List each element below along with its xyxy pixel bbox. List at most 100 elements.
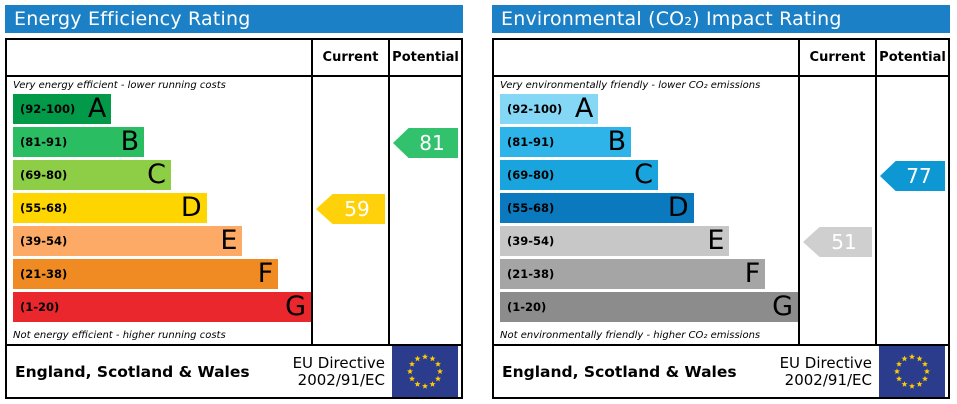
head-spacer <box>7 40 311 75</box>
panel-title: Environmental (CO₂) Impact Rating <box>501 8 842 30</box>
band-range: (21-38) <box>507 267 555 281</box>
band-bar-e: (39-54) E <box>13 225 243 256</box>
band-letter: F <box>744 258 761 289</box>
current-column: 59 <box>311 77 388 344</box>
band-letter: D <box>667 192 689 223</box>
eu-flag <box>392 346 458 397</box>
band-row-a: (92-100) A <box>500 94 798 127</box>
eu-flag-box <box>879 346 948 397</box>
current-rating-arrow: 59 <box>316 194 385 224</box>
band-row-e: (39-54) E <box>13 226 311 259</box>
band-range: (69-80) <box>507 168 555 182</box>
table-head: Current Potential <box>494 40 948 77</box>
eu-directive-line2: 2002/91/EC <box>297 370 385 389</box>
bottom-caption: Not energy efficient - higher running co… <box>13 330 226 341</box>
band-row-g: (1-20) G <box>13 292 311 325</box>
panel-title: Energy Efficiency Rating <box>14 8 251 30</box>
band-bar-f: (21-38) F <box>500 258 766 289</box>
band-rows: (92-100) A (81-91) B (69-80) C (55-68) D (39-54)… <box>7 94 311 325</box>
band-bar-d: (55-68) D <box>13 193 207 223</box>
environmental-impact-panel: Environmental (CO₂) Impact Rating Curren… <box>492 5 950 399</box>
band-row-d: (55-68) D <box>13 193 311 226</box>
band-letter: C <box>147 159 166 190</box>
rating-table: Current Potential Very environmentally f… <box>492 38 950 399</box>
band-bar-b: (81-91) B <box>13 126 145 157</box>
band-row-f: (21-38) F <box>13 259 311 292</box>
band-bar-b: (81-91) B <box>500 126 632 157</box>
band-row-f: (21-38) F <box>500 259 798 292</box>
band-letter: B <box>607 126 627 157</box>
band-row-b: (81-91) B <box>500 127 798 160</box>
band-row-c: (69-80) C <box>13 160 311 193</box>
band-bar-f: (21-38) F <box>13 258 279 289</box>
band-rows: (92-100) A (81-91) B (69-80) C (55-68) D (39-54)… <box>494 94 798 325</box>
table-footer: England, Scotland & Wales EU Directive 2… <box>494 344 948 397</box>
band-range: (39-54) <box>20 234 68 248</box>
eu-directive-line1: EU Directive <box>779 353 872 372</box>
band-bar-g: (1-20) G <box>13 292 311 322</box>
band-bar-a: (92-100) A <box>13 93 112 124</box>
footer-region: England, Scotland & Wales <box>502 362 737 381</box>
band-row-c: (69-80) C <box>500 160 798 193</box>
band-letter: G <box>285 291 306 322</box>
footer-region: England, Scotland & Wales <box>15 362 250 381</box>
band-letter: D <box>180 192 202 223</box>
potential-column-header: Potential <box>875 40 948 75</box>
band-row-g: (1-20) G <box>500 292 798 325</box>
band-bar-c: (69-80) C <box>13 160 171 190</box>
eu-flag-box <box>392 346 461 397</box>
current-column-header: Current <box>311 40 388 75</box>
band-bar-d: (55-68) D <box>500 193 694 223</box>
eu-directive-line2: 2002/91/EC <box>784 370 872 389</box>
table-footer: England, Scotland & Wales EU Directive 2… <box>7 344 461 397</box>
band-range: (69-80) <box>20 168 68 182</box>
chart-body: Very environmentally friendly - lower CO… <box>494 77 948 344</box>
top-caption: Very energy efficient - lower running co… <box>13 80 226 91</box>
top-caption: Very environmentally friendly - lower CO… <box>500 80 761 91</box>
band-letter: A <box>574 93 594 124</box>
band-bar-g: (1-20) G <box>500 292 798 322</box>
band-letter: E <box>707 225 725 256</box>
band-bar-e: (39-54) E <box>500 225 730 256</box>
head-spacer <box>494 40 798 75</box>
potential-column: 77 <box>875 77 948 344</box>
table-head: Current Potential <box>7 40 461 77</box>
eu-directive-label: EU Directive 2002/91/EC <box>293 346 392 397</box>
eu-directive-line1: EU Directive <box>292 353 385 372</box>
band-range: (55-68) <box>507 201 555 215</box>
band-range: (92-100) <box>507 102 563 116</box>
energy-efficiency-panel: Energy Efficiency Rating Current Potenti… <box>5 5 463 399</box>
band-row-d: (55-68) D <box>500 193 798 226</box>
band-letter: B <box>120 126 140 157</box>
eu-directive-label: EU Directive 2002/91/EC <box>780 346 879 397</box>
band-letter: C <box>634 159 653 190</box>
potential-rating-arrow: 77 <box>880 161 945 191</box>
band-range: (39-54) <box>507 234 555 248</box>
panel-title-bar: Environmental (CO₂) Impact Rating <box>492 5 950 33</box>
band-range: (1-20) <box>20 300 60 314</box>
eu-flag <box>879 346 945 397</box>
current-rating-arrow: 51 <box>803 227 872 257</box>
potential-rating-arrow: 81 <box>393 128 458 158</box>
current-column-header: Current <box>798 40 875 75</box>
bands-area: Very environmentally friendly - lower CO… <box>494 77 798 344</box>
band-letter: E <box>220 225 238 256</box>
band-bar-c: (69-80) C <box>500 160 658 190</box>
potential-column-header: Potential <box>388 40 461 75</box>
band-range: (21-38) <box>20 267 68 281</box>
band-range: (92-100) <box>20 102 76 116</box>
bottom-caption: Not environmentally friendly - higher CO… <box>500 330 761 341</box>
band-range: (81-91) <box>507 135 555 149</box>
band-row-b: (81-91) B <box>13 127 311 160</box>
panel-title-bar: Energy Efficiency Rating <box>5 5 463 33</box>
potential-column: 81 <box>388 77 461 344</box>
band-row-a: (92-100) A <box>13 94 311 127</box>
band-range: (81-91) <box>20 135 68 149</box>
band-letter: F <box>257 258 274 289</box>
band-range: (55-68) <box>20 201 68 215</box>
band-letter: A <box>87 93 107 124</box>
band-letter: G <box>772 291 793 322</box>
current-column: 51 <box>798 77 875 344</box>
chart-body: Very energy efficient - lower running co… <box>7 77 461 344</box>
